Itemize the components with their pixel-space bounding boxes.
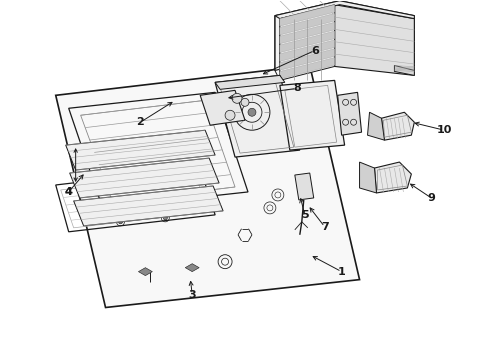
Text: 9: 9: [427, 193, 435, 203]
Text: 2: 2: [137, 117, 144, 127]
Text: 4: 4: [65, 187, 73, 197]
Circle shape: [248, 108, 256, 116]
Polygon shape: [335, 5, 415, 75]
Polygon shape: [70, 158, 219, 198]
Polygon shape: [280, 5, 335, 80]
Text: 1: 1: [338, 267, 345, 276]
Polygon shape: [66, 130, 215, 170]
Polygon shape: [280, 49, 335, 70]
Circle shape: [232, 93, 242, 103]
Polygon shape: [382, 112, 415, 140]
Text: 6: 6: [311, 45, 319, 55]
Polygon shape: [74, 186, 223, 226]
Polygon shape: [215, 75, 285, 89]
Polygon shape: [295, 173, 314, 200]
Polygon shape: [338, 92, 362, 135]
Text: 5: 5: [301, 210, 309, 220]
Polygon shape: [138, 268, 152, 276]
Circle shape: [163, 216, 167, 220]
Polygon shape: [360, 162, 376, 193]
Polygon shape: [280, 40, 335, 61]
Polygon shape: [280, 58, 335, 79]
Polygon shape: [185, 264, 199, 272]
Polygon shape: [394, 66, 415, 75]
Polygon shape: [215, 75, 300, 157]
Text: 7: 7: [321, 222, 329, 232]
Polygon shape: [374, 162, 412, 193]
Text: 10: 10: [437, 125, 452, 135]
Polygon shape: [280, 80, 344, 150]
Polygon shape: [368, 112, 385, 140]
Circle shape: [119, 220, 122, 224]
Polygon shape: [56, 66, 360, 307]
Polygon shape: [280, 22, 335, 44]
Polygon shape: [280, 14, 335, 35]
Polygon shape: [200, 90, 245, 125]
Text: 8: 8: [293, 84, 301, 93]
Polygon shape: [275, 1, 415, 71]
Polygon shape: [280, 31, 335, 53]
Text: 3: 3: [188, 289, 196, 300]
Text: 4: 4: [65, 187, 73, 197]
Circle shape: [225, 110, 235, 120]
Polygon shape: [275, 1, 415, 19]
Circle shape: [241, 98, 249, 106]
Polygon shape: [280, 5, 335, 26]
